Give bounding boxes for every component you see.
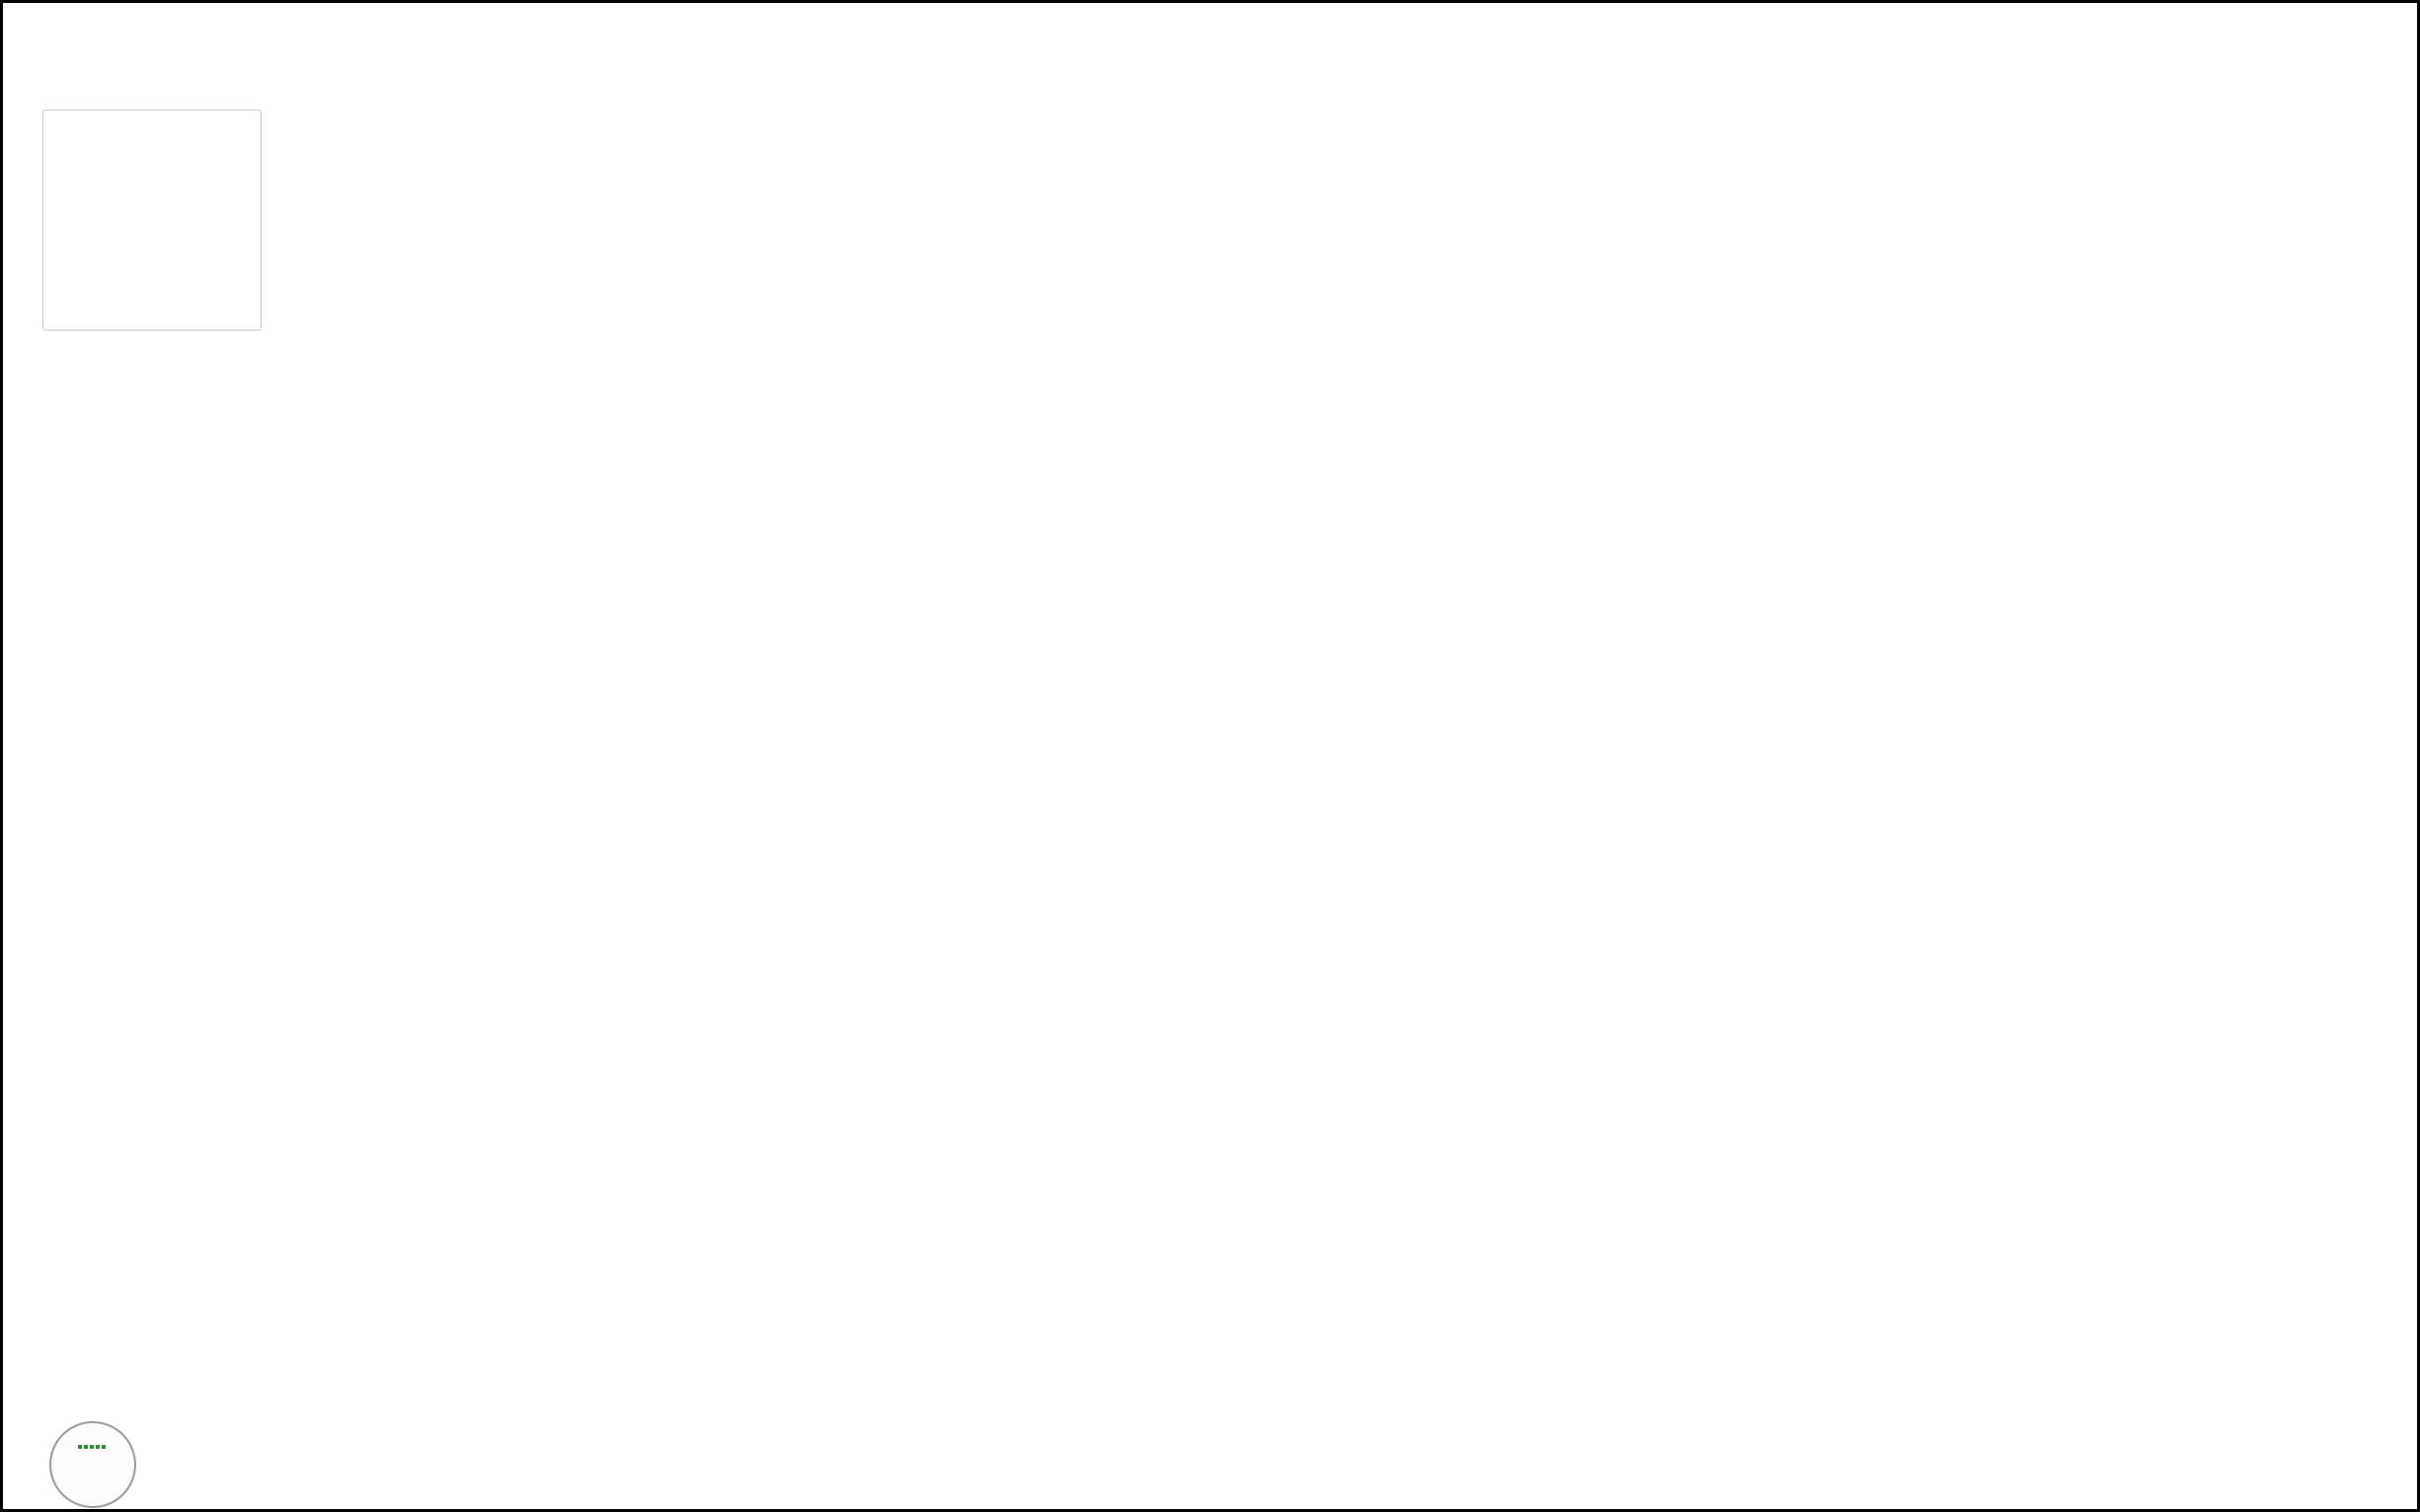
sounderpy-logo — [49, 1421, 136, 1508]
skewt-legend-box — [42, 110, 262, 331]
graphics-canvas — [3, 3, 2420, 1512]
logo-squiggle — [78, 1445, 108, 1449]
